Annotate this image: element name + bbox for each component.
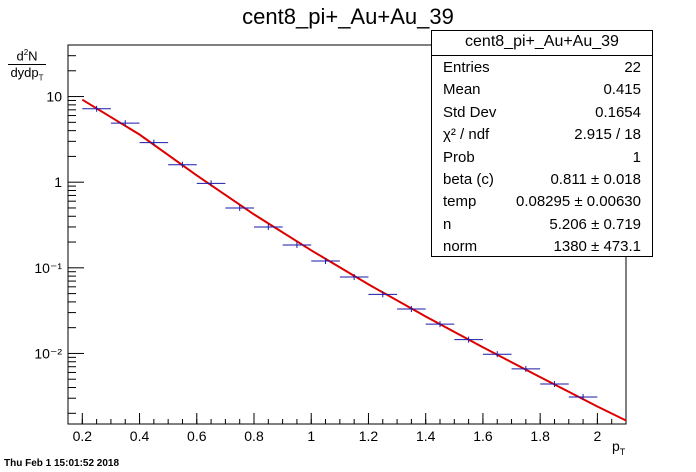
stats-row: χ² / ndf 2.915 / 18 [443,124,641,146]
x-tick-label: 1.2 [359,428,379,444]
stats-box: cent8_pi+_Au+Au_39 Entries 22 Mean 0.415 Std… [431,30,653,257]
y-tick-label: 10⁻¹ [34,260,62,276]
data-point [568,394,598,401]
stats-value: 0.1654 [595,103,641,121]
data-point [454,336,483,343]
x-tick-label: 1.8 [530,428,550,444]
x-tick-label: 0.4 [130,428,150,444]
stats-value: 0.811 ± 0.018 [550,171,641,188]
stats-row: Mean 0.415 [443,79,641,101]
data-point [110,120,140,127]
stats-key: temp [443,193,477,211]
stats-key: n [443,215,452,233]
stats-value: 1380 ± 473.1 [553,238,641,256]
stats-row: beta (c) 0.811 ± 0.018 [443,169,641,191]
x-tick-label: 1 [307,428,315,444]
x-axis-label: pT [612,438,626,457]
stats-row: Std Dev 0.1654 [443,102,641,124]
y-tick-label: 10 [46,89,62,105]
stats-row: Entries 22 [443,57,641,79]
stats-key: χ² / ndf [443,126,490,144]
stats-value: 2.915 / 18 [574,126,641,144]
stats-key: Prob [443,148,475,166]
x-tick-label: 0.8 [244,428,264,444]
stats-value: 0.415 [603,81,641,99]
data-point [254,223,283,230]
stats-key: Std Dev [443,103,497,121]
data-point [139,139,169,146]
stats-key: Mean [443,81,481,99]
x-tick-label: 2 [593,428,601,444]
stats-value: 1 [632,148,641,166]
stats-title: cent8_pi+_Au+Au_39 [432,31,652,56]
data-point [482,351,512,358]
x-tick-label: 1.4 [416,428,436,444]
data-point [82,105,111,112]
y-tick-label: 1 [54,174,62,190]
data-points [82,105,598,401]
data-point [225,204,254,211]
data-point [368,291,398,298]
stats-row: Prob 1 [443,147,641,169]
stats-key: Entries [443,59,490,76]
stats-row: norm 1380 ± 473.1 [443,236,641,258]
y-tick-label: 10⁻² [34,345,62,361]
timestamp: Thu Feb 1 15:01:52 2018 [4,458,120,469]
data-point [196,180,226,187]
data-point [339,274,369,281]
x-axis: 0.2 0.4 0.6 0.8 1 1.2 1.4 1.6 1.8 2 [67,413,627,444]
stats-value: 22 [624,59,641,76]
stats-key: norm [443,238,478,256]
x-tick-label: 0.2 [73,428,93,444]
data-point [311,258,340,265]
data-point [425,321,455,328]
y-axis: 10⁻² 10⁻¹ 1 10 [34,44,84,414]
chart-title: cent8_pi+_Au+Au_39 [242,4,454,29]
fit-curve [81,98,627,422]
stats-key: beta (c) [443,171,494,188]
data-point [168,161,197,168]
data-point [397,306,426,313]
x-tick-label: 1.6 [473,428,493,444]
stats-row: n 5.206 ± 0.719 [443,214,641,236]
data-point [511,365,541,372]
fit-line [81,98,627,422]
stats-row: temp 0.08295 ± 0.00630 [443,191,641,213]
stats-value: 5.206 ± 0.719 [549,215,641,233]
stats-value: 0.08295 ± 0.00630 [515,193,641,211]
data-point [540,380,569,387]
y-axis-label: d2N dydpT [8,46,46,86]
x-tick-label: 0.6 [187,428,207,444]
data-point [282,241,312,248]
